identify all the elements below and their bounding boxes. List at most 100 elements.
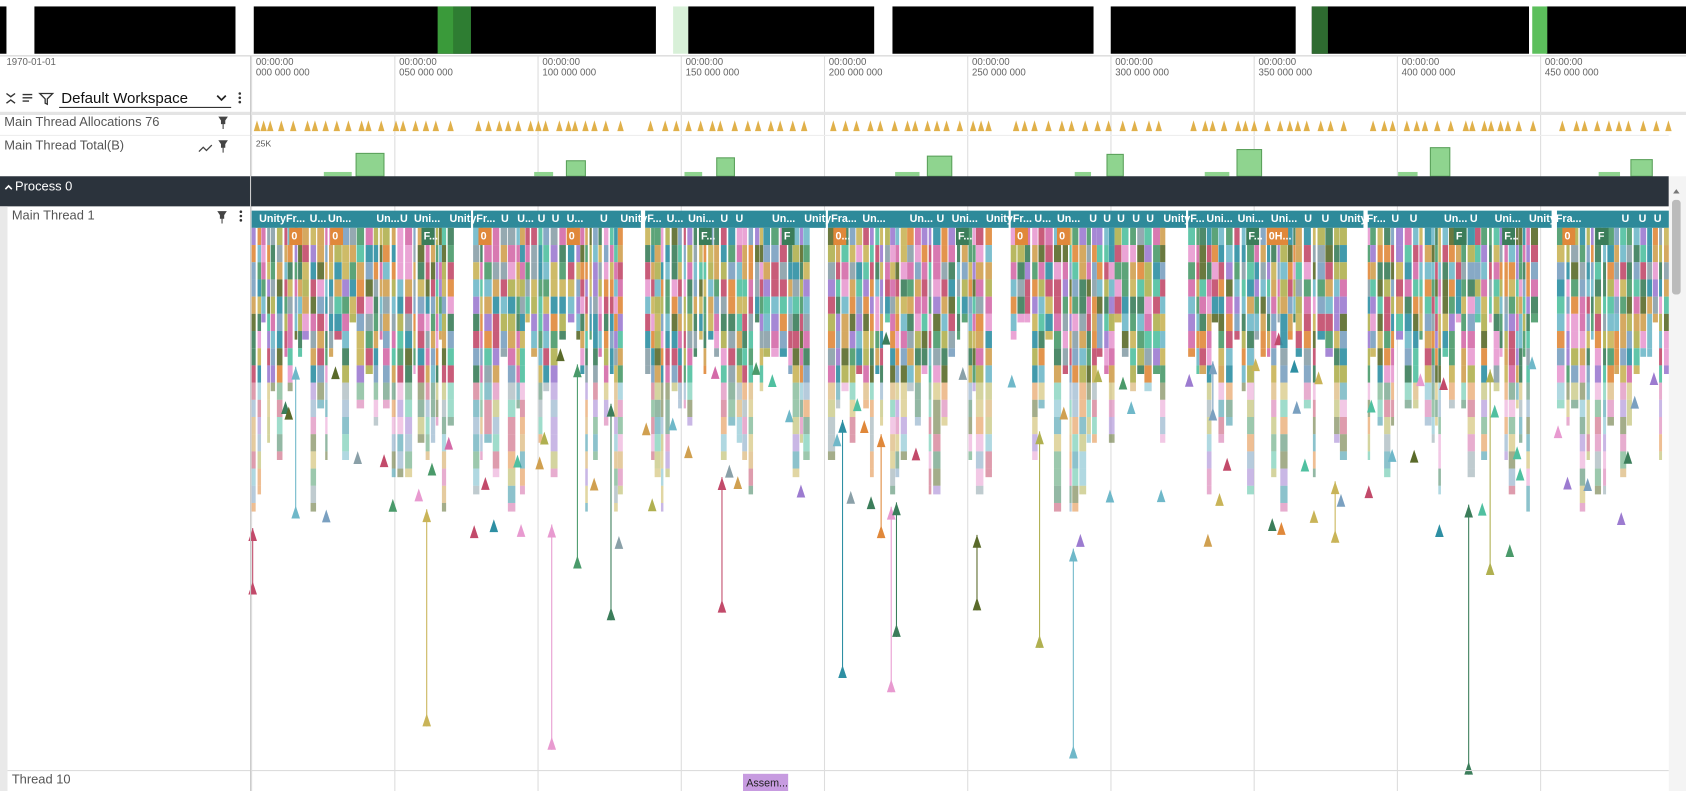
slice[interactable] <box>550 365 558 383</box>
slice[interactable] <box>1218 365 1225 383</box>
slice[interactable] <box>1247 382 1254 400</box>
scroll-arrow[interactable] <box>1673 189 1680 194</box>
slice[interactable] <box>1121 262 1129 280</box>
slice[interactable] <box>1647 331 1653 349</box>
slice[interactable] <box>1137 296 1145 314</box>
slice[interactable] <box>593 279 598 297</box>
slice[interactable] <box>593 262 598 280</box>
slice[interactable] <box>1079 399 1087 417</box>
slice[interactable] <box>382 227 390 246</box>
slice[interactable] <box>1556 331 1565 349</box>
slice[interactable] <box>895 313 900 332</box>
slice[interactable] <box>1130 227 1136 246</box>
slice[interactable] <box>507 434 516 452</box>
slice[interactable] <box>985 262 992 280</box>
slice[interactable] <box>1579 296 1586 314</box>
slice[interactable] <box>665 262 670 280</box>
slice[interactable] <box>1032 296 1038 314</box>
slice[interactable] <box>356 313 365 332</box>
slice[interactable] <box>1153 331 1160 349</box>
slice[interactable] <box>1108 416 1115 435</box>
slice[interactable] <box>742 313 748 332</box>
slice[interactable] <box>289 227 303 246</box>
slice[interactable] <box>441 331 447 349</box>
slice[interactable] <box>1647 348 1653 357</box>
slice[interactable] <box>1206 245 1212 263</box>
slice[interactable] <box>1603 468 1607 486</box>
slice[interactable] <box>1287 245 1293 263</box>
slice[interactable] <box>441 434 447 452</box>
slice[interactable] <box>614 245 618 263</box>
slice[interactable] <box>1626 399 1632 417</box>
slice[interactable] <box>799 245 803 263</box>
slice[interactable] <box>593 331 598 349</box>
slice[interactable] <box>417 348 425 366</box>
slice[interactable] <box>447 313 454 332</box>
slice[interactable] <box>799 227 803 246</box>
slice[interactable] <box>516 262 520 280</box>
slice[interactable] <box>1556 279 1565 297</box>
slice[interactable] <box>1652 279 1658 297</box>
slice[interactable] <box>1526 245 1530 263</box>
slice[interactable] <box>317 399 325 409</box>
slice[interactable] <box>614 451 618 469</box>
slice[interactable] <box>849 245 856 263</box>
slice[interactable] <box>1206 434 1212 452</box>
slice[interactable] <box>928 227 932 246</box>
slice[interactable] <box>1226 296 1233 314</box>
slice[interactable] <box>538 331 543 349</box>
slice[interactable] <box>1072 416 1079 435</box>
slice[interactable] <box>391 348 396 366</box>
slice[interactable] <box>714 296 719 314</box>
slice[interactable] <box>391 313 396 332</box>
slice[interactable] <box>933 382 941 400</box>
slice[interactable] <box>1234 279 1240 297</box>
slice[interactable] <box>1659 296 1663 314</box>
slice[interactable] <box>1448 365 1455 383</box>
slice[interactable] <box>1659 434 1663 452</box>
slice[interactable] <box>728 227 736 246</box>
slice[interactable] <box>1391 365 1395 383</box>
slice[interactable] <box>1413 296 1419 314</box>
slice[interactable] <box>430 296 436 314</box>
slice[interactable] <box>1218 348 1225 366</box>
slice[interactable] <box>827 313 836 332</box>
slice[interactable] <box>900 348 907 366</box>
slice[interactable] <box>759 313 764 332</box>
slice[interactable] <box>699 296 703 314</box>
slice[interactable] <box>439 227 442 246</box>
slice[interactable] <box>714 245 719 263</box>
slice[interactable] <box>1053 502 1062 512</box>
slice[interactable] <box>614 434 618 452</box>
slice[interactable] <box>968 313 973 332</box>
slice[interactable] <box>1508 485 1516 495</box>
slice[interactable] <box>1519 279 1523 297</box>
slice[interactable] <box>1038 262 1045 280</box>
slice[interactable] <box>1404 382 1412 400</box>
slice[interactable] <box>975 382 984 400</box>
slice[interactable] <box>267 262 271 280</box>
slice[interactable] <box>1522 279 1526 297</box>
slice[interactable] <box>580 262 585 280</box>
slice[interactable] <box>759 348 764 366</box>
slice[interactable] <box>507 331 516 349</box>
slice[interactable] <box>516 348 520 366</box>
slice[interactable] <box>1339 245 1347 263</box>
slice[interactable] <box>1246 227 1260 246</box>
slice[interactable] <box>933 279 941 297</box>
slice[interactable] <box>660 502 664 512</box>
slice[interactable] <box>771 296 779 314</box>
slice[interactable] <box>1481 313 1488 332</box>
slice[interactable] <box>614 382 618 400</box>
slice[interactable] <box>417 262 425 280</box>
slice[interactable] <box>1260 245 1266 263</box>
slice[interactable] <box>559 313 566 332</box>
slice[interactable] <box>654 451 661 469</box>
slice[interactable] <box>933 313 941 332</box>
slice[interactable] <box>405 365 413 383</box>
slice[interactable] <box>1199 296 1207 314</box>
slice[interactable] <box>665 365 670 383</box>
slice[interactable] <box>538 296 543 314</box>
slice[interactable] <box>1254 245 1259 263</box>
slice[interactable] <box>1317 245 1325 263</box>
